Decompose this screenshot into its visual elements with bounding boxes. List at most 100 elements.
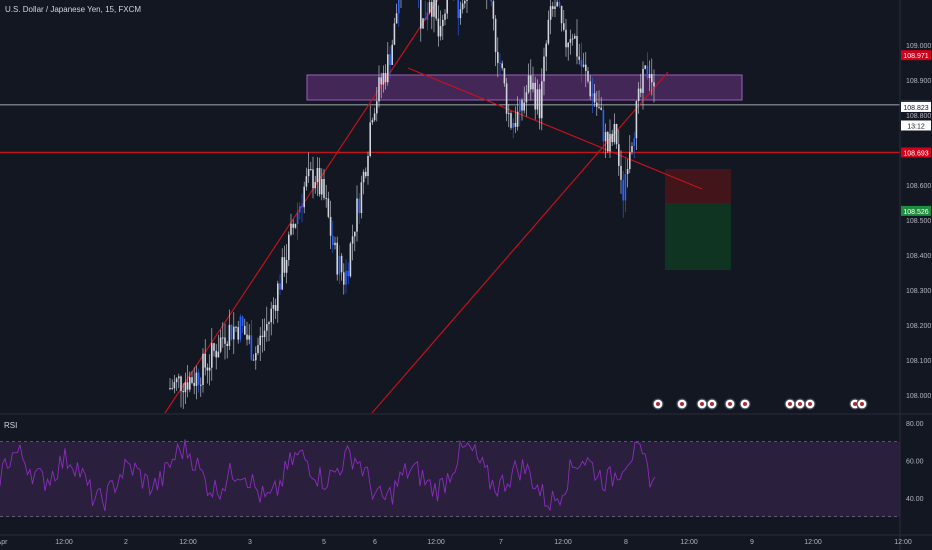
candle-body [574, 35, 576, 39]
candle-body [457, 0, 459, 19]
candle-body [527, 75, 530, 93]
candle-body [604, 132, 607, 142]
time-tick-label: 7 [499, 539, 503, 546]
candle-body [367, 155, 369, 177]
candle-body [644, 65, 646, 69]
candle-body [519, 100, 521, 112]
event-marker-icon[interactable] [652, 398, 664, 410]
candle-body [571, 38, 574, 40]
candle-body [554, 6, 556, 9]
candle-body [653, 82, 655, 87]
candle-body [600, 107, 602, 110]
candle-body [626, 169, 629, 175]
candle-body [607, 132, 609, 152]
price-tick-label: 108.500 [906, 218, 931, 225]
event-marker-icon[interactable] [804, 398, 816, 410]
time-tick-label: 12:00 [680, 539, 698, 546]
time-tick-label: 2 [124, 539, 128, 546]
candle-body [321, 178, 323, 195]
candle-body [303, 186, 305, 208]
candle-body [398, 0, 400, 14]
candle-body [503, 68, 506, 84]
event-marker-dot [853, 402, 857, 406]
candle-body [244, 325, 246, 335]
candle-body [387, 54, 389, 83]
rsi-band-group [0, 441, 900, 518]
candle-body [547, 19, 550, 44]
candle-body [226, 343, 228, 346]
candle-body [598, 106, 600, 108]
time-axis-group[interactable]: Apr 12:00 2 12:00 3 5 6 12:00 7 12:00 8 12:00 9 12:00… [0, 539, 912, 546]
candle-body [514, 122, 517, 127]
time-tick-label: 12:00 [804, 539, 822, 546]
event-marker-icon[interactable] [696, 398, 708, 410]
candle-body [380, 77, 382, 85]
time-tick-label: 12:00 [427, 539, 445, 546]
candle-body [395, 13, 398, 24]
candle-body [651, 74, 653, 83]
candle-body [288, 234, 290, 261]
candle-body [512, 122, 514, 128]
candle-body [365, 171, 367, 177]
price-tag-bg [901, 120, 931, 131]
candle-body [505, 83, 508, 114]
event-marker-dot [680, 402, 684, 406]
horizontal-lines-group [0, 104, 900, 154]
candle-body [444, 13, 446, 20]
candle-body [332, 235, 334, 246]
candle-body [541, 81, 543, 119]
candle-body [268, 322, 270, 325]
event-marker-icon[interactable] [706, 398, 718, 410]
candle-body [426, 12, 429, 20]
event-marker-dot [808, 402, 812, 406]
candle-body [543, 56, 545, 82]
candle-body [184, 382, 187, 393]
candle-body [340, 255, 343, 273]
candle-body [563, 23, 565, 30]
event-marker-icon[interactable] [856, 398, 868, 410]
candle-body [182, 390, 184, 393]
candle-body [530, 75, 532, 90]
candle-body [466, 0, 468, 1]
event-marker-icon[interactable] [724, 398, 736, 410]
candle-body [648, 74, 651, 79]
candle-body [459, 9, 462, 19]
candle-body [369, 122, 371, 156]
time-tick-label: 12:00 [554, 539, 572, 546]
rsi-tick-label: 40.00 [906, 496, 924, 503]
event-marker-icon[interactable] [794, 398, 806, 410]
event-marker-icon[interactable] [676, 398, 688, 410]
candle-body [343, 272, 345, 285]
candle-body [552, 6, 554, 9]
time-tick-label: 12:00 [179, 539, 197, 546]
candle-body [560, 5, 563, 24]
candle-body [536, 89, 539, 110]
candle-body [189, 377, 191, 390]
candle-body [279, 283, 281, 290]
candle-body [510, 113, 512, 128]
candle-body [257, 345, 259, 354]
price-tick-label: 108.000 [906, 393, 931, 400]
candle-body [233, 326, 235, 340]
candle-body [422, 18, 424, 29]
candle-body [349, 243, 352, 277]
take-profit-zone [665, 203, 731, 270]
candle-body [195, 372, 198, 386]
event-markers-group[interactable] [652, 398, 868, 410]
candle-body [525, 92, 528, 103]
candle-body [290, 223, 292, 235]
candle-body [347, 270, 349, 277]
price-tag-label: 13:12 [907, 124, 925, 131]
candle-body [433, 0, 435, 17]
candle-body [191, 377, 193, 383]
event-marker-icon[interactable] [784, 398, 796, 410]
candle-body [334, 242, 336, 246]
candle-body [208, 367, 211, 371]
price-tick-label: 108.100 [906, 358, 931, 365]
candle-body [316, 167, 319, 183]
candle-body [186, 382, 189, 390]
event-marker-dot [798, 402, 802, 406]
event-marker-icon[interactable] [739, 398, 751, 410]
